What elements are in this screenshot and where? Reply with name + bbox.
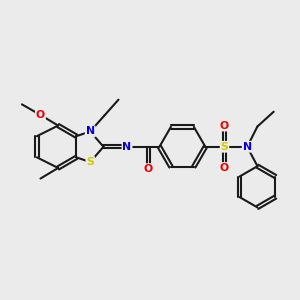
Text: O: O (220, 121, 229, 130)
Text: N: N (122, 142, 132, 152)
Text: O: O (220, 163, 229, 173)
Text: N: N (86, 127, 95, 136)
Text: N: N (243, 142, 252, 152)
Text: O: O (144, 164, 153, 174)
Text: S: S (220, 142, 228, 152)
Text: S: S (86, 157, 94, 167)
Text: O: O (36, 110, 45, 120)
